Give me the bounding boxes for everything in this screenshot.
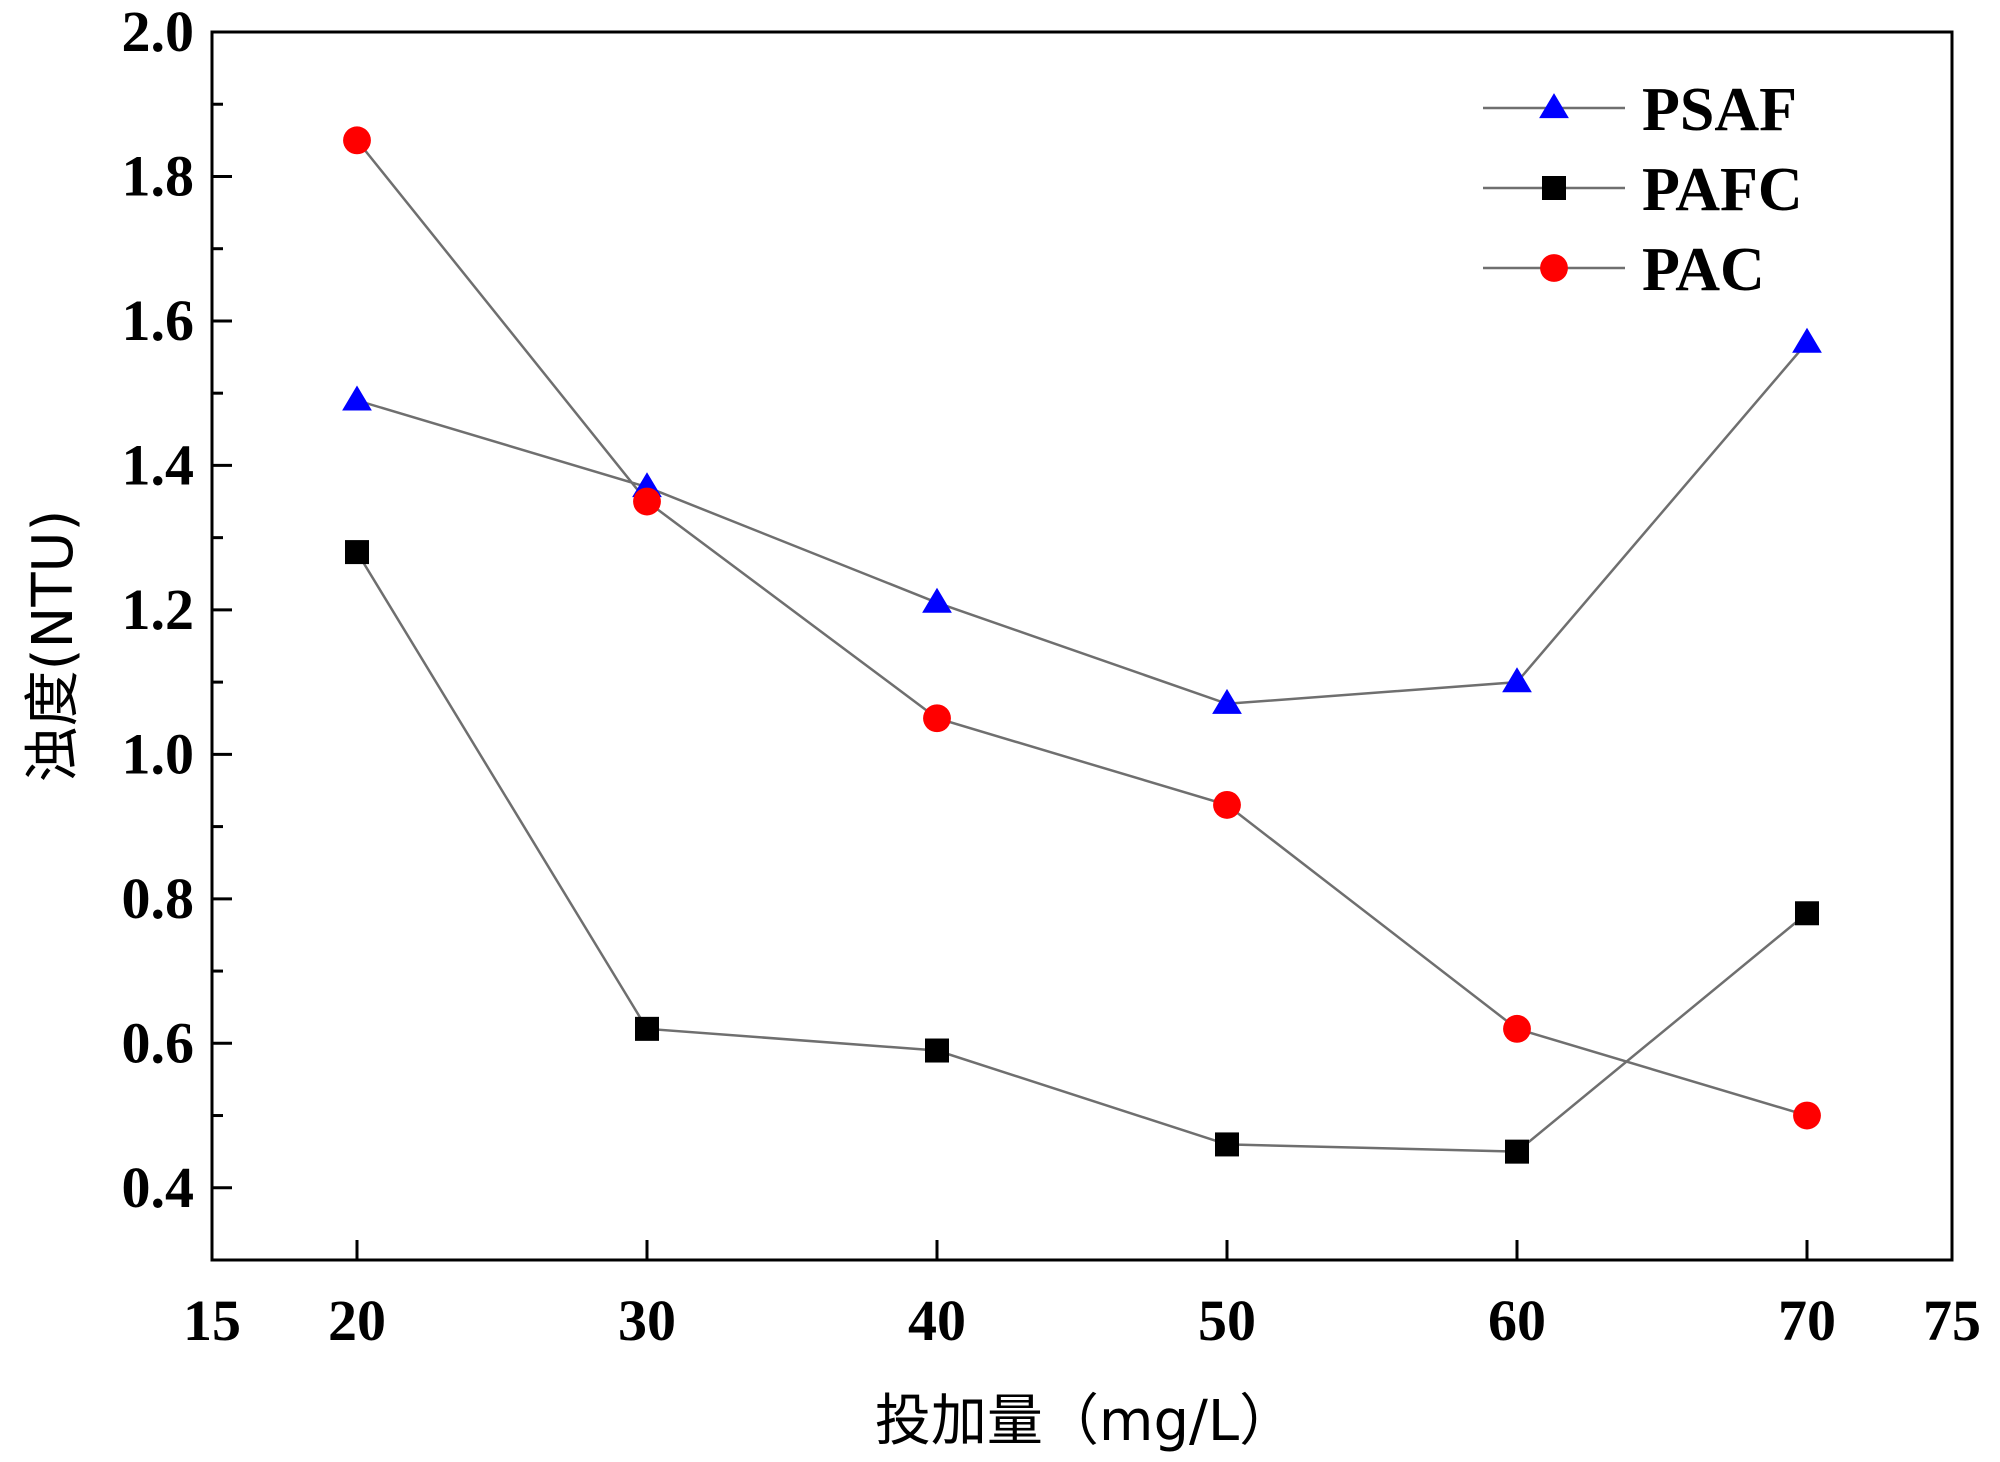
series-line-pafc <box>355 551 1808 1153</box>
data-point-pafc <box>1505 1139 1529 1164</box>
x-tick-label: 75 <box>1923 1288 1981 1353</box>
data-point-psaf <box>922 587 952 613</box>
data-point-pafc <box>1795 901 1819 926</box>
series-line-pac <box>356 139 1808 1117</box>
y-tick-label: 1.4 <box>122 432 195 497</box>
y-axis-title: 浊度(NTU) <box>21 510 86 783</box>
y-tick-label: 1.0 <box>122 721 195 786</box>
x-tick-label: 70 <box>1778 1288 1836 1353</box>
x-tick-label: 40 <box>908 1288 966 1353</box>
data-point-pac <box>1213 790 1241 819</box>
x-tick-label: 15 <box>183 1288 241 1353</box>
y-tick-label: 0.6 <box>122 1010 195 1075</box>
legend-label-pac: PAC <box>1642 236 1765 304</box>
legend: PSAF PAFC PAC <box>1483 76 1803 304</box>
legend-marker-pafc <box>1542 176 1566 200</box>
axis-ticks: 0.4 0.6 0.8 1.0 1.2 1.4 1.6 1.8 2.0 15 20 30 40 50 60 7… <box>122 0 1982 1353</box>
data-point-pac <box>633 487 661 516</box>
data-point-pafc <box>345 540 369 565</box>
data-point-pac <box>923 704 951 733</box>
data-point-psaf <box>1502 667 1532 693</box>
data-point-psaf <box>1212 688 1242 714</box>
x-tick-label: 30 <box>618 1288 676 1353</box>
x-axis-title: 投加量（mg/L） <box>875 1389 1295 1454</box>
data-point-pafc <box>925 1038 949 1063</box>
y-tick-label: 1.2 <box>122 577 195 642</box>
legend-label-psaf: PSAF <box>1642 76 1797 144</box>
legend-label-pafc: PAFC <box>1642 156 1803 224</box>
legend-marker-psaf <box>1539 93 1569 119</box>
data-point-pac <box>343 126 371 155</box>
y-tick-label: 2.0 <box>122 0 195 64</box>
y-tick-label: 1.6 <box>122 288 195 353</box>
data-point-psaf <box>1792 327 1822 353</box>
x-tick-label: 50 <box>1198 1288 1256 1353</box>
series-layer <box>342 126 1822 1164</box>
data-point-pac <box>1793 1101 1821 1130</box>
data-point-pac <box>1503 1014 1531 1043</box>
x-tick-label: 60 <box>1488 1288 1546 1353</box>
y-tick-label: 0.8 <box>122 866 195 931</box>
y-tick-label: 0.4 <box>122 1155 195 1220</box>
data-point-pafc <box>1215 1132 1239 1157</box>
series-line-psaf <box>356 341 1808 706</box>
y-tick-label: 1.8 <box>122 143 195 208</box>
data-point-pafc <box>635 1016 659 1041</box>
plot-frame <box>210 30 1954 1262</box>
x-tick-label: 20 <box>328 1288 386 1353</box>
data-point-psaf <box>342 385 372 411</box>
legend-marker-pac <box>1540 254 1568 282</box>
